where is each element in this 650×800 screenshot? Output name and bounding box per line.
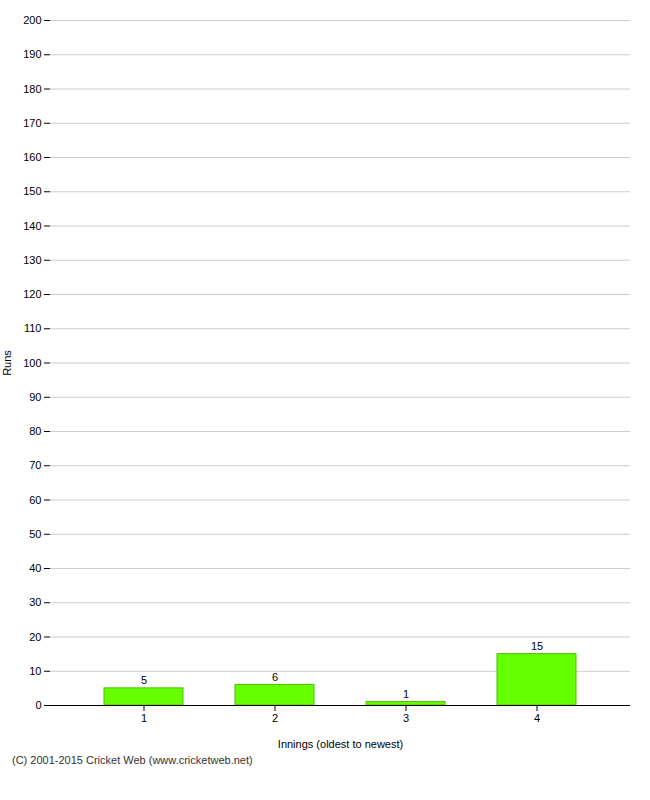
svg-text:100: 100 xyxy=(23,357,41,369)
svg-text:1: 1 xyxy=(141,712,147,724)
svg-text:3: 3 xyxy=(403,712,409,724)
svg-text:Innings (oldest to newest): Innings (oldest to newest) xyxy=(278,738,403,750)
svg-text:170: 170 xyxy=(23,117,41,129)
svg-text:140: 140 xyxy=(23,220,41,232)
svg-text:50: 50 xyxy=(29,528,41,540)
html-text:(C) 2001-2015 Cricket Web (www: (C) 2001-2015 Cricket Web (www.cricketwe… xyxy=(12,754,253,766)
svg-text:130: 130 xyxy=(23,254,41,266)
svg-text:120: 120 xyxy=(23,288,41,300)
svg-text:5: 5 xyxy=(141,674,147,686)
svg-text:20: 20 xyxy=(29,631,41,643)
svg-text:190: 190 xyxy=(23,48,41,60)
svg-text:60: 60 xyxy=(29,494,41,506)
svg-text:40: 40 xyxy=(29,562,41,574)
svg-text:1: 1 xyxy=(403,688,409,700)
svg-text:160: 160 xyxy=(23,151,41,163)
svg-text:150: 150 xyxy=(23,185,41,197)
svg-text:6: 6 xyxy=(272,671,278,683)
svg-text:Runs: Runs xyxy=(1,350,13,376)
svg-text:110: 110 xyxy=(24,322,42,334)
svg-text:200: 200 xyxy=(23,14,41,26)
svg-text:2: 2 xyxy=(272,712,278,724)
svg-text:70: 70 xyxy=(29,459,41,471)
svg-text:15: 15 xyxy=(531,640,543,652)
svg-text:10: 10 xyxy=(29,665,41,677)
svg-text:180: 180 xyxy=(23,83,41,95)
svg-text:4: 4 xyxy=(534,712,540,724)
svg-text:30: 30 xyxy=(29,596,41,608)
svg-text:80: 80 xyxy=(29,425,41,437)
svg-text:0: 0 xyxy=(35,699,41,711)
svg-text:90: 90 xyxy=(29,391,41,403)
